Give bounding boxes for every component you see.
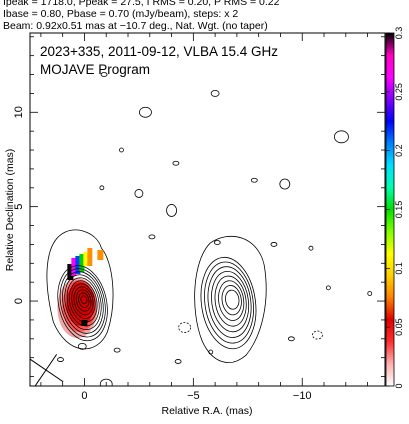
polarization-patch [71, 257, 77, 276]
core-contour [75, 289, 92, 312]
y-tick-label: 0 [13, 298, 25, 304]
noise-contour [148, 234, 156, 240]
noise-contour [270, 242, 278, 247]
core-contour [78, 292, 90, 308]
noise-contour [210, 90, 220, 97]
y-axis-title: Relative Declination (mas) [4, 149, 16, 272]
colorbar-tick-label: 0.05 [394, 318, 404, 336]
core-contour [73, 286, 94, 316]
noise-contour [208, 349, 214, 355]
polarization-patch [67, 263, 74, 280]
y-tick-label: 10 [13, 106, 25, 118]
secondary-contour [214, 275, 247, 327]
core-contour [68, 280, 98, 323]
noise-contour [279, 178, 291, 190]
noise-contour [334, 130, 349, 144]
chart-title: 2023+335, 2011-09-12, VLBA 15.4 GHz [40, 44, 278, 59]
noise-contour [77, 342, 87, 350]
noise-contour [113, 347, 121, 353]
colorbar-tick-label: 0.3 [394, 27, 404, 40]
plot-frame [29, 32, 386, 387]
core-outer-contour [46, 229, 114, 350]
noise-contour [308, 245, 314, 251]
noise-contour [172, 160, 180, 166]
noise-contour [213, 240, 221, 245]
colorbar-tick-label: 0.1 [394, 262, 404, 275]
noise-contour [139, 106, 152, 118]
core-contour [59, 268, 106, 338]
noise-contour [119, 147, 124, 153]
noise-contour [57, 357, 64, 362]
beam-minor-axis [34, 354, 58, 386]
secondary-contour [221, 285, 242, 316]
polarization-patch [75, 255, 81, 274]
noise-contour [312, 330, 323, 340]
header-line-2: Ibase = 0.80, Pbase = 0.70 (mJy/beam), s… [3, 8, 239, 20]
core-contour [66, 277, 100, 327]
chart-subtitle: MOJAVE Program [40, 62, 150, 77]
noise-contour [250, 177, 258, 183]
noise-contour [99, 185, 105, 191]
colorbar-tick-label: 0.15 [394, 201, 404, 219]
noise-contour [325, 285, 331, 291]
polarization-patch [79, 253, 85, 272]
noise-contour [174, 359, 182, 364]
polarization-patch [97, 249, 104, 260]
polarization-patch [81, 319, 88, 326]
colorbar-tick-label: 0.2 [394, 144, 404, 157]
core-contour [80, 295, 88, 305]
secondary-contour [204, 261, 254, 344]
noise-contour [178, 322, 192, 333]
core-contour [64, 274, 102, 330]
x-axis-title: Relative R.A. (mas) [161, 405, 252, 417]
x-tick-label: −5 [187, 390, 200, 402]
noise-contour [166, 204, 177, 217]
core-contour [62, 271, 104, 334]
noise-contour [99, 378, 113, 386]
secondary-contour [225, 289, 240, 310]
secondary-contour [200, 256, 257, 350]
noise-contour [367, 291, 373, 296]
y-tick-label: 5 [13, 204, 25, 210]
noise-contour [134, 189, 144, 198]
secondary-contour [218, 280, 245, 321]
x-tick-label: 0 [81, 390, 87, 402]
noise-contour [287, 336, 295, 342]
core-contour [71, 283, 96, 319]
polarization-patch [83, 251, 88, 266]
secondary-contour [211, 270, 250, 333]
header-line-1: Ipeak = 1718.0, Ppeak = 27.5, I RMS = 0.… [3, 0, 280, 8]
secondary-outer-contour [194, 235, 267, 363]
header-line-3: Beam: 0.92x0.51 mas at −10.7 deg., Nat. … [3, 20, 268, 32]
x-tick-label: −10 [293, 390, 312, 402]
polarization-patch [87, 247, 93, 266]
core-contour [57, 265, 108, 342]
colorbar-tick-label: 0 [394, 383, 404, 388]
noise-contour [100, 72, 108, 77]
colorbar-tick-label: 0.25 [394, 83, 404, 101]
secondary-contour [207, 266, 252, 338]
